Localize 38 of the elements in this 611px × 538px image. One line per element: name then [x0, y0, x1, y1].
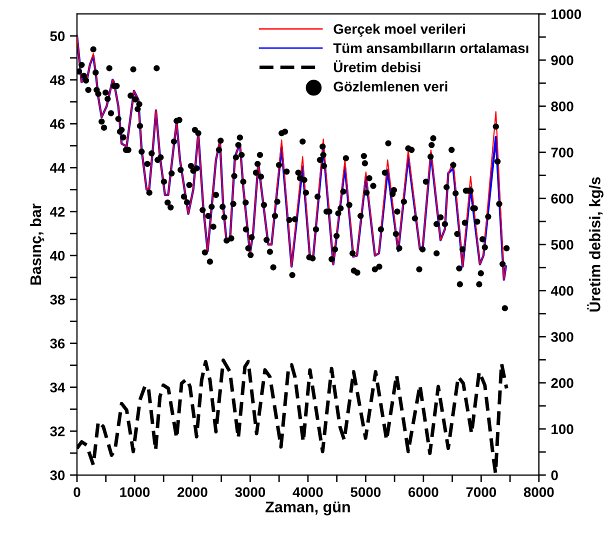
y2-tick-label: 400	[550, 286, 574, 296]
y2-tick-label: 600	[551, 194, 574, 204]
y-axis-title: Basınç, bar	[30, 204, 44, 285]
x-tick-label: 0	[74, 487, 80, 498]
y-tick-label: 34	[50, 382, 66, 392]
legend-label: Gözlemlenen veri	[334, 81, 448, 92]
y2-tick-label: 1000	[552, 9, 582, 20]
y2-tick-label: 200	[551, 378, 574, 388]
x-tick-label: 3000	[235, 487, 266, 498]
x-tick-label: 2000	[178, 487, 208, 498]
x-tick-label: 5000	[350, 487, 381, 498]
y2-tick-label: 100	[552, 424, 574, 434]
y-tick-label: 50	[50, 31, 65, 42]
y-tick-label: 30	[50, 470, 65, 480]
legend-label: Tüm ansambılların ortalaması	[333, 42, 528, 54]
x-tick-label: 8000	[524, 487, 554, 498]
y-tick-label: 46	[50, 119, 65, 129]
y-tick-label: 32	[50, 426, 65, 436]
y-tick-label: 36	[50, 338, 65, 349]
x-tick-label: 4000	[292, 487, 323, 498]
y2-tick-label: 0	[551, 470, 558, 480]
x-tick-label: 7000	[466, 487, 496, 498]
y2-axis-title: Üretim debisi, kg/s	[587, 177, 604, 312]
y-tick-label: 44	[50, 163, 66, 173]
y-tick-label: 40	[50, 250, 65, 261]
y2-tick-label: 900	[551, 55, 574, 66]
y2-tick-label: 300	[551, 332, 574, 342]
x-axis-title: Zaman, gün	[266, 502, 350, 516]
y2-tick-label: 700	[551, 148, 574, 158]
y-tick-label: 48	[50, 75, 65, 86]
y-tick-label: 38	[50, 294, 65, 305]
y2-tick-label: 800	[551, 102, 574, 112]
x-tick-label: 6000	[408, 487, 438, 498]
legend-label: Gerçek moel verileri	[334, 24, 465, 37]
y-tick-label: 42	[50, 206, 65, 217]
legend-label: Üretim debisi	[334, 60, 420, 72]
x-tick-label: 1000	[120, 487, 150, 498]
y2-tick-label: 500	[551, 240, 574, 250]
